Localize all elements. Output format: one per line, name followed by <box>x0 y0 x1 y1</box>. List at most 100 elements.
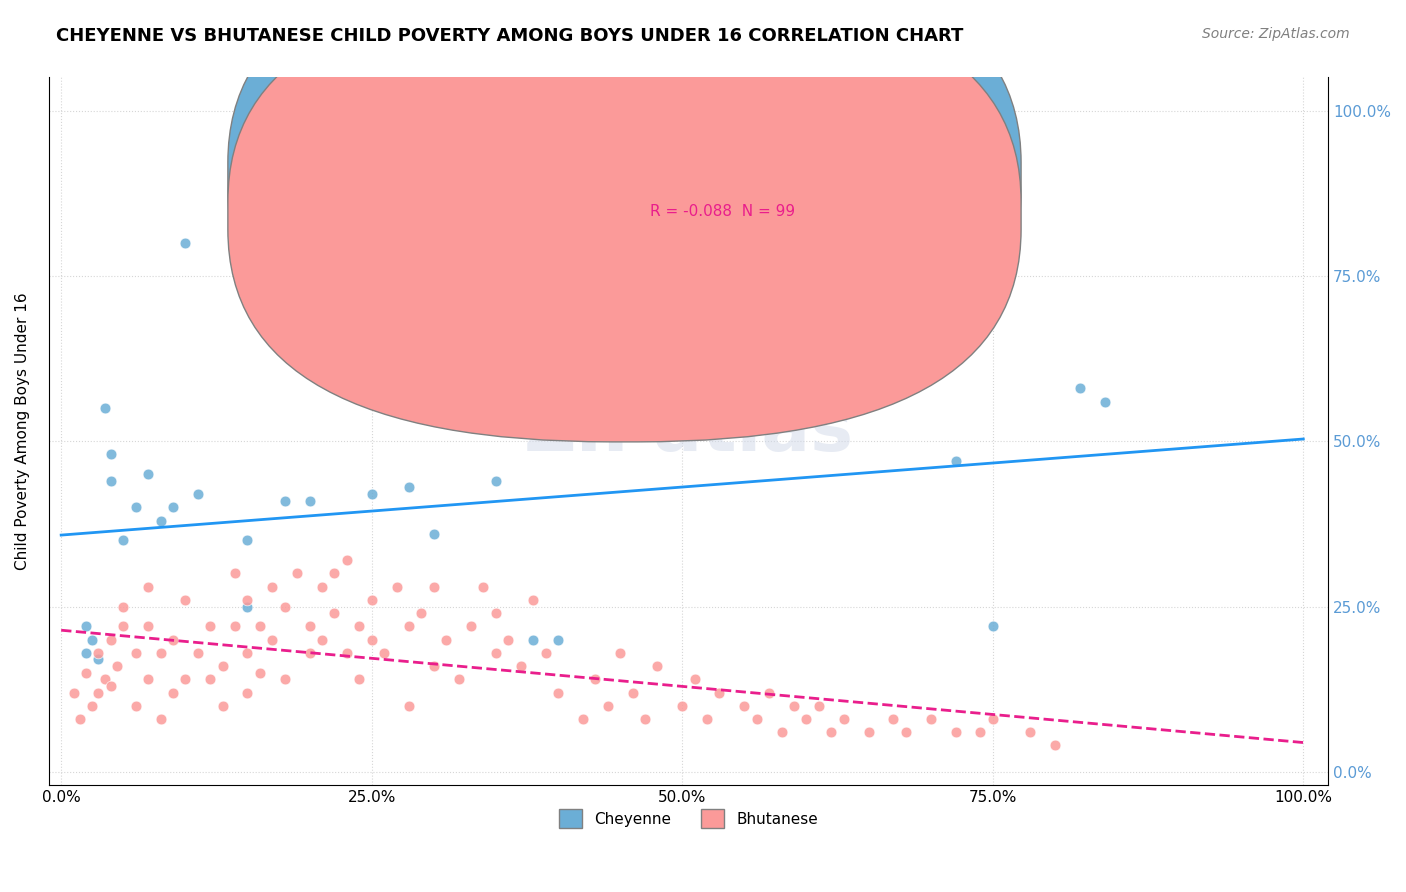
Point <box>547 632 569 647</box>
Point <box>882 712 904 726</box>
Point <box>274 493 297 508</box>
FancyBboxPatch shape <box>228 0 1021 442</box>
Point <box>485 474 508 488</box>
Point <box>211 698 233 713</box>
Text: ZIPatlas: ZIPatlas <box>523 397 853 466</box>
Point <box>547 685 569 699</box>
Point <box>498 632 520 647</box>
FancyBboxPatch shape <box>228 0 1021 403</box>
Point <box>298 493 321 508</box>
Point <box>82 698 104 713</box>
Point <box>609 646 631 660</box>
Point <box>385 580 408 594</box>
Point <box>236 646 259 660</box>
Point <box>249 619 271 633</box>
Point <box>236 533 259 548</box>
Point <box>671 698 693 713</box>
Point <box>423 659 446 673</box>
Point <box>485 646 508 660</box>
Point <box>796 712 818 726</box>
Legend: Cheyenne, Bhutanese: Cheyenne, Bhutanese <box>553 803 824 834</box>
Point <box>858 725 880 739</box>
Point <box>298 646 321 660</box>
Point <box>200 673 222 687</box>
Point <box>224 619 246 633</box>
Point <box>100 679 122 693</box>
Text: R = -0.088  N = 99: R = -0.088 N = 99 <box>650 204 796 219</box>
Point <box>572 712 595 726</box>
Point <box>349 673 371 687</box>
Point <box>981 712 1004 726</box>
Point <box>758 685 780 699</box>
Point <box>534 646 557 660</box>
Point <box>311 580 333 594</box>
Point <box>647 659 669 673</box>
Point <box>1043 739 1066 753</box>
Point <box>125 646 148 660</box>
Point <box>596 698 619 713</box>
Point <box>981 619 1004 633</box>
Point <box>87 646 110 660</box>
Point <box>485 606 508 620</box>
Point <box>62 685 84 699</box>
Point <box>87 685 110 699</box>
Point <box>224 566 246 581</box>
Point <box>709 685 731 699</box>
Point <box>733 698 755 713</box>
Point <box>100 447 122 461</box>
Point <box>69 712 91 726</box>
Point <box>634 712 657 726</box>
Point <box>796 315 818 329</box>
Point <box>945 725 967 739</box>
Point <box>87 652 110 666</box>
FancyBboxPatch shape <box>586 141 893 247</box>
Y-axis label: Child Poverty Among Boys Under 16: Child Poverty Among Boys Under 16 <box>15 293 30 570</box>
Point <box>336 646 359 660</box>
Point <box>149 712 172 726</box>
Point <box>398 619 420 633</box>
Point <box>75 619 97 633</box>
Point <box>262 580 284 594</box>
Point <box>349 619 371 633</box>
Point <box>583 673 606 687</box>
Point <box>262 632 284 647</box>
Point <box>398 698 420 713</box>
Point <box>112 619 135 633</box>
Point <box>187 487 209 501</box>
Point <box>945 454 967 468</box>
Point <box>820 725 842 739</box>
Point <box>211 659 233 673</box>
Point <box>336 553 359 567</box>
Point <box>522 632 544 647</box>
Point <box>472 580 495 594</box>
Point <box>509 659 531 673</box>
Point <box>373 646 395 660</box>
Point <box>93 401 115 416</box>
Point <box>621 685 644 699</box>
Point <box>274 599 297 614</box>
Point <box>298 619 321 633</box>
Point <box>249 665 271 680</box>
Point <box>920 712 942 726</box>
Point <box>1069 381 1091 395</box>
Point <box>162 685 184 699</box>
Point <box>832 712 855 726</box>
Point <box>323 606 346 620</box>
Point <box>807 698 830 713</box>
Point <box>136 673 159 687</box>
Point <box>683 673 706 687</box>
Point <box>423 526 446 541</box>
Point <box>112 599 135 614</box>
Point <box>162 500 184 515</box>
Point <box>105 659 128 673</box>
Point <box>285 566 308 581</box>
Point <box>360 593 382 607</box>
Point <box>360 632 382 647</box>
Point <box>93 673 115 687</box>
Point <box>75 665 97 680</box>
Point <box>522 593 544 607</box>
Point <box>783 698 806 713</box>
Point <box>125 698 148 713</box>
Point <box>125 500 148 515</box>
Point <box>200 619 222 633</box>
